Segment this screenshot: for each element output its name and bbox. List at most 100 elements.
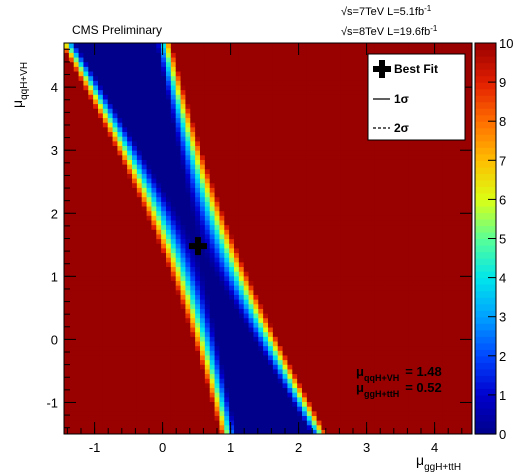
heatmap-cell <box>185 406 191 412</box>
heatmap-cell <box>292 177 298 184</box>
heatmap-cell <box>287 84 293 91</box>
heatmap-cell <box>117 70 123 77</box>
heatmap-cell <box>277 140 284 146</box>
heatmap-cell <box>161 243 167 249</box>
heatmap-cell <box>321 350 327 356</box>
heatmap-cell <box>132 359 138 365</box>
heatmap-cell <box>151 266 157 272</box>
heatmap-cell <box>136 173 143 179</box>
heatmap-cell <box>112 243 119 249</box>
heatmap-cell <box>166 257 172 263</box>
heatmap-cell <box>234 238 240 244</box>
heatmap-cell <box>321 122 327 128</box>
heatmap-cell <box>282 205 289 212</box>
heatmap-cell <box>73 387 80 393</box>
heatmap-cell <box>277 173 284 179</box>
heatmap-cell <box>234 150 240 156</box>
heatmap-cell <box>136 308 143 314</box>
heatmap-cell <box>107 126 114 133</box>
heatmap-cell <box>345 224 352 230</box>
heatmap-cell <box>321 410 327 416</box>
heatmap-cell <box>336 80 342 86</box>
heatmap-cell <box>102 401 109 407</box>
heatmap-cell <box>127 75 133 81</box>
heatmap-cell <box>263 299 269 305</box>
heatmap-cell <box>170 252 177 258</box>
heatmap-cell <box>204 406 211 412</box>
heatmap-cell <box>161 424 167 430</box>
heatmap-cell <box>200 173 206 179</box>
heatmap-cell <box>141 406 148 412</box>
heatmap-cell <box>180 326 187 333</box>
heatmap-cell <box>190 429 196 434</box>
heatmap-cell <box>263 378 269 384</box>
heatmap-cell <box>146 345 153 351</box>
heatmap-cell <box>64 317 70 323</box>
heatmap-cell <box>306 368 313 375</box>
heatmap-cell <box>78 406 85 412</box>
heatmap-cell <box>136 350 143 356</box>
heatmap-cell <box>209 117 216 123</box>
heatmap-cell <box>214 312 221 319</box>
heatmap-cell <box>316 312 323 319</box>
heatmap-cell <box>170 150 177 156</box>
heatmap-cell <box>132 289 138 295</box>
heatmap-cell <box>200 340 206 347</box>
heatmap-cell <box>219 177 225 184</box>
heatmap-cell <box>248 205 255 212</box>
heatmap-cell <box>258 350 264 356</box>
heatmap-cell <box>132 266 138 272</box>
header-energy-line-1: √s=7TeV L=5.1fb-1 <box>341 4 432 18</box>
heatmap-cell <box>243 112 250 119</box>
heatmap-cell <box>292 159 298 165</box>
heatmap-cell <box>214 424 221 430</box>
heatmap-cell <box>321 326 327 333</box>
heatmap-cell <box>302 182 308 188</box>
heatmap-cell <box>331 322 337 328</box>
heatmap-cell <box>287 312 293 319</box>
heatmap-cell <box>88 52 94 58</box>
heatmap-cell <box>272 75 279 81</box>
heatmap-cell <box>127 299 133 305</box>
heatmap-cell <box>243 177 250 184</box>
heatmap-cell <box>151 345 157 351</box>
heatmap-cell <box>127 359 133 365</box>
heatmap-cell <box>107 182 114 188</box>
heatmap-cell <box>287 89 293 95</box>
heatmap-cell <box>311 252 318 258</box>
heatmap-cell <box>340 229 347 235</box>
heatmap-cell <box>180 66 187 72</box>
heatmap-cell <box>336 354 342 361</box>
heatmap-cell <box>180 420 187 426</box>
heatmap-cell <box>64 196 70 202</box>
heatmap-cell <box>151 257 157 263</box>
heatmap-cell <box>272 294 279 300</box>
heatmap-cell <box>151 112 157 119</box>
heatmap-cell <box>272 122 279 128</box>
heatmap-cell <box>238 201 245 207</box>
heatmap-cell <box>127 205 133 212</box>
heatmap-cell <box>219 410 225 416</box>
heatmap-cell <box>311 168 318 174</box>
heatmap-cell <box>287 56 293 63</box>
heatmap-cell <box>88 373 94 379</box>
heatmap-cell <box>88 84 94 91</box>
heatmap-cell <box>238 108 245 114</box>
heatmap-cell <box>340 415 347 421</box>
heatmap-cell <box>311 280 318 286</box>
heatmap-cell <box>204 126 211 133</box>
heatmap-cell <box>185 108 191 114</box>
heatmap-cell <box>263 308 269 314</box>
heatmap-cell <box>321 378 327 384</box>
heatmap-cell <box>268 126 274 133</box>
heatmap-cell <box>180 47 187 53</box>
heatmap-cell <box>180 378 187 384</box>
heatmap-cell <box>306 285 313 291</box>
heatmap-cell <box>302 75 308 81</box>
heatmap-cell <box>102 210 109 216</box>
heatmap-cell <box>302 406 308 412</box>
heatmap-cell <box>258 331 264 337</box>
heatmap-cell <box>268 154 274 160</box>
heatmap-cell <box>175 233 182 240</box>
heatmap-cell <box>316 168 323 174</box>
